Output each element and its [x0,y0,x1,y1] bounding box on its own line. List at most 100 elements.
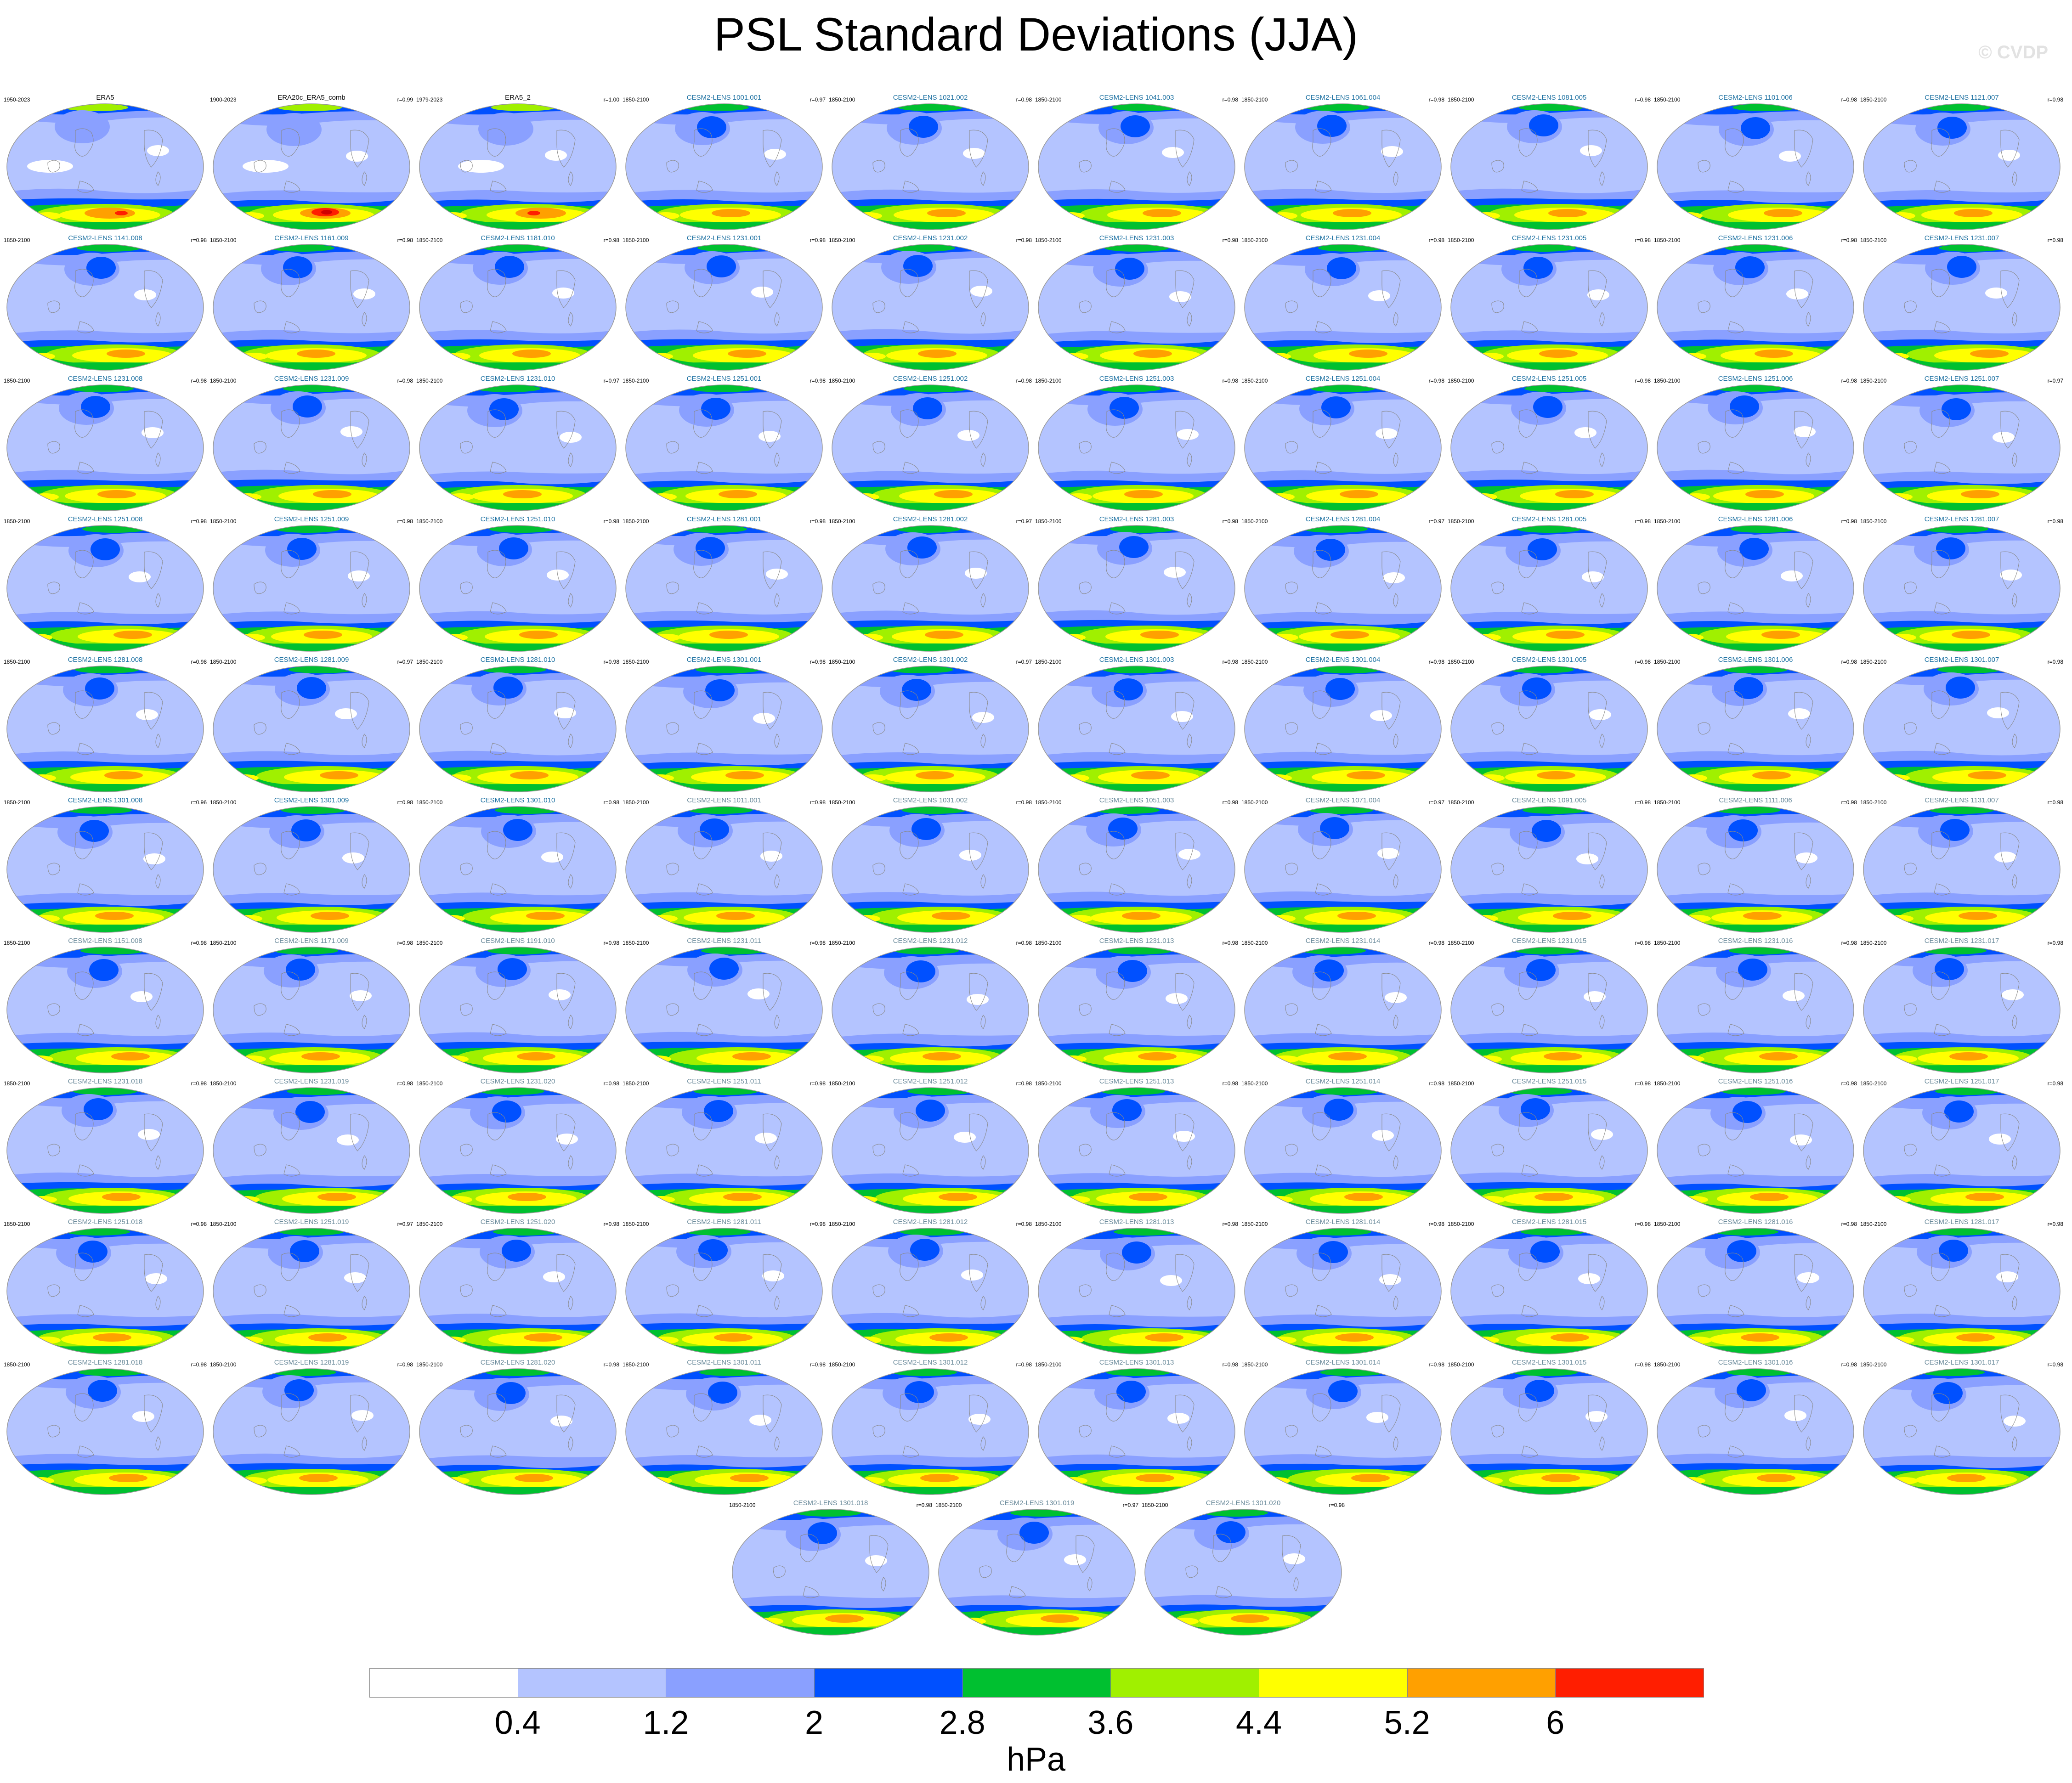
panel-years: 1850-2100 [1448,659,1474,665]
panel-title: CESM2-LENS 1281.019 [274,1359,349,1366]
map-panel: 1850-2100 CESM2-LENS 1281.008 r=0.98 [2,654,209,794]
panel-correlation: r=0.98 [1329,1502,1345,1508]
map-contour-field [1038,806,1235,933]
panel-title: CESM2-LENS 1011.001 [687,796,761,804]
panel-title: CESM2-LENS 1281.002 [893,515,968,523]
panel-years: 1850-2100 [1860,659,1887,665]
page-title: PSL Standard Deviations (JJA) [713,8,1359,61]
map-panel: 1850-2100 CESM2-LENS 1281.009 r=0.97 [208,654,415,794]
panel-correlation: r=0.98 [1428,378,1444,384]
panel-title: CESM2-LENS 1251.005 [1512,375,1587,383]
panel-correlation: r=0.98 [810,1361,826,1368]
map-panel: 1850-2100 CESM2-LENS 1131.007 r=0.98 [1858,795,2065,935]
map-contour-field [419,947,617,1073]
panel-correlation: r=0.98 [1841,1361,1857,1368]
panel-title: CESM2-LENS 1251.014 [1305,1078,1381,1085]
panel-years: 1850-2100 [623,799,649,806]
map-panel: 1850-2100 CESM2-LENS 1281.015 r=0.98 [1446,1216,1653,1356]
panel-years: 1850-2100 [1035,940,1062,946]
map-contour-field [1038,525,1235,652]
map-contour-field [213,384,410,511]
panel-correlation: r=0.98 [1016,1080,1032,1087]
panel-years: 1850-2100 [210,1080,237,1087]
map-panel: 1850-2100 CESM2-LENS 1281.011 r=0.98 [621,1216,827,1356]
panel-correlation: r=0.98 [603,518,619,525]
panel-years: 1850-2100 [1448,378,1474,384]
panel-title: CESM2-LENS 1281.001 [686,515,762,523]
map-panel: 1850-2100 CESM2-LENS 1171.009 r=0.98 [208,935,415,1075]
panel-years: 1850-2100 [1654,518,1681,525]
panel-correlation: r=0.98 [2047,1361,2063,1368]
panel-correlation: r=0.98 [397,1080,413,1087]
panel-title: CESM2-LENS 1231.014 [1305,937,1381,945]
map-contour-field [1038,1087,1235,1214]
panel-title: CESM2-LENS 1251.013 [1099,1078,1174,1085]
panel-years: 1950-2023 [4,96,30,103]
panel-correlation: r=0.98 [1222,96,1238,103]
map-contour-field [1450,1228,1648,1354]
panel-title: CESM2-LENS 1051.003 [1099,796,1174,804]
panel-years: 1850-2100 [1035,518,1062,525]
panel-correlation: r=0.98 [1428,1221,1444,1227]
panel-years: 1850-2100 [416,237,443,243]
panel-correlation: r=0.98 [810,1080,826,1087]
map-contour-field [1038,103,1235,230]
panel-title: CESM2-LENS 1251.008 [68,515,143,523]
panel-title: CESM2-LENS 1281.005 [1512,515,1587,523]
panel-years: 1850-2100 [1448,1080,1474,1087]
panel-correlation: r=0.98 [1016,96,1032,103]
map-panel: 1850-2100 CESM2-LENS 1231.009 r=0.98 [208,373,415,513]
panel-years: 1850-2100 [729,1502,756,1508]
map-panel: 1850-2100 CESM2-LENS 1251.008 r=0.98 [2,513,209,654]
colorbar-tick-label: 3.6 [1087,1704,1134,1741]
panel-years: 1850-2100 [1241,659,1268,665]
map-contour-field [1863,525,2061,652]
map-panel: 1850-2100 CESM2-LENS 1061.004 r=0.98 [1240,92,1446,232]
panel-correlation: r=0.98 [1222,1080,1238,1087]
panel-years: 1850-2100 [1035,1361,1062,1368]
panel-years: 1850-2100 [210,799,237,806]
panel-years: 1850-2100 [4,1080,30,1087]
map-panel: 1850-2100 CESM2-LENS 1301.012 r=0.98 [827,1357,1034,1497]
map-panel: 1850-2100 CESM2-LENS 1301.010 r=0.98 [414,795,621,935]
panel-title: CESM2-LENS 1301.002 [893,656,968,664]
panel-correlation: r=0.98 [603,1361,619,1368]
panel-years: 1850-2100 [416,518,443,525]
map-contour-field [1863,666,2061,792]
panel-years: 1850-2100 [1654,96,1681,103]
panel-years: 1850-2100 [1448,1221,1474,1227]
panel-years: 1850-2100 [210,518,237,525]
panel-title: CESM2-LENS 1121.007 [1925,94,1999,102]
panel-correlation: r=0.98 [810,659,826,665]
map-contour-field [6,384,204,511]
panel-title: CESM2-LENS 1281.004 [1305,515,1381,523]
map-panel: 1850-2100 CESM2-LENS 1001.001 r=0.97 [621,92,827,232]
panel-title: CESM2-LENS 1251.009 [274,515,349,523]
panel-years: 1850-2100 [210,659,237,665]
panel-title: CESM2-LENS 1301.016 [1718,1359,1793,1366]
map-panel: 1850-2100 CESM2-LENS 1301.005 r=0.98 [1446,654,1653,794]
panel-correlation: r=0.98 [1222,1361,1238,1368]
panel-years: 1850-2100 [1035,1221,1062,1227]
panel-years: 1850-2100 [1035,237,1062,243]
panel-years: 1850-2100 [1035,799,1062,806]
panel-title: CESM2-LENS 1231.015 [1512,937,1587,945]
panel-correlation: r=0.98 [810,378,826,384]
colorbar-tick-label: 2 [804,1704,824,1741]
map-panel: 1979-2023 ERA5_2 r=1.00 [414,92,621,232]
map-panel: 1850-2100 CESM2-LENS 1281.019 r=0.98 [208,1357,415,1497]
map-panel: 1850-2100 CESM2-LENS 1231.005 r=0.98 [1446,232,1653,372]
panel-years: 1850-2100 [935,1502,962,1508]
map-panel: 1850-2100 CESM2-LENS 1301.004 r=0.98 [1240,654,1446,794]
panel-correlation: r=0.98 [1841,799,1857,806]
map-panel: 1850-2100 CESM2-LENS 1251.003 r=0.98 [1033,373,1240,513]
map-panel: 1850-2100 CESM2-LENS 1231.019 r=0.98 [208,1076,415,1216]
map-contour-field [1450,384,1648,511]
panel-correlation: r=0.98 [1635,237,1651,243]
map-panel: 1850-2100 CESM2-LENS 1281.014 r=0.98 [1240,1216,1446,1356]
panel-correlation: r=0.98 [2047,659,2063,665]
map-panel: 1850-2100 CESM2-LENS 1231.013 r=0.98 [1033,935,1240,1075]
map-panel: 1850-2100 CESM2-LENS 1281.013 r=0.98 [1033,1216,1240,1356]
panel-title: CESM2-LENS 1231.007 [1924,234,1999,242]
panel-years: 1850-2100 [4,940,30,946]
